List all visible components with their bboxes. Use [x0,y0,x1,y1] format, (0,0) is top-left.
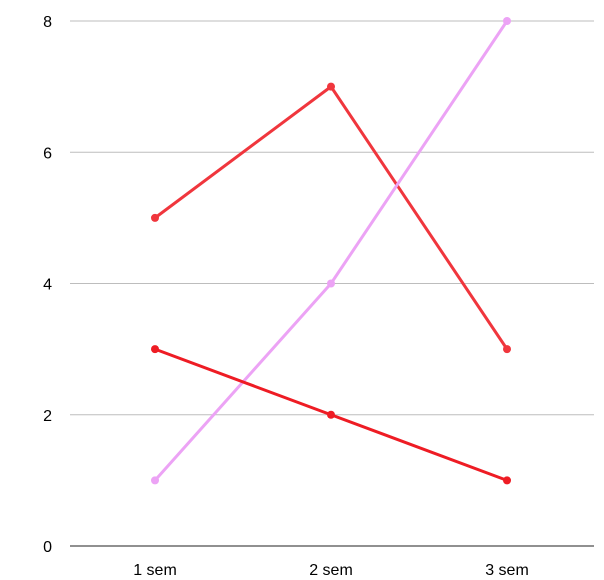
x-tick-label: 1 sem [133,562,177,579]
data-point [503,345,511,354]
x-tick-label: 2 sem [309,562,353,579]
x-tick-label: 3 sem [485,562,529,579]
series-line [153,85,509,351]
y-tick-label: 4 [43,277,52,294]
series-1 [151,82,511,354]
data-point [503,17,511,25]
data-point [327,410,335,419]
data-point [151,476,159,485]
x-axis-ticks: 1 sem 2 sem 3 sem [133,562,529,579]
y-axis-ticks: 0 2 4 6 8 [43,14,52,556]
y-tick-label: 2 [43,408,52,425]
data-point [151,345,159,354]
series-2 [151,17,511,485]
y-tick-label: 8 [43,14,52,31]
series-layer [151,17,511,485]
data-point [327,82,335,91]
data-point [327,279,335,288]
data-point [503,476,511,485]
series-3 [151,345,511,485]
y-tick-label: 6 [43,145,52,162]
data-point [151,213,159,222]
y-tick-label: 0 [43,539,52,556]
